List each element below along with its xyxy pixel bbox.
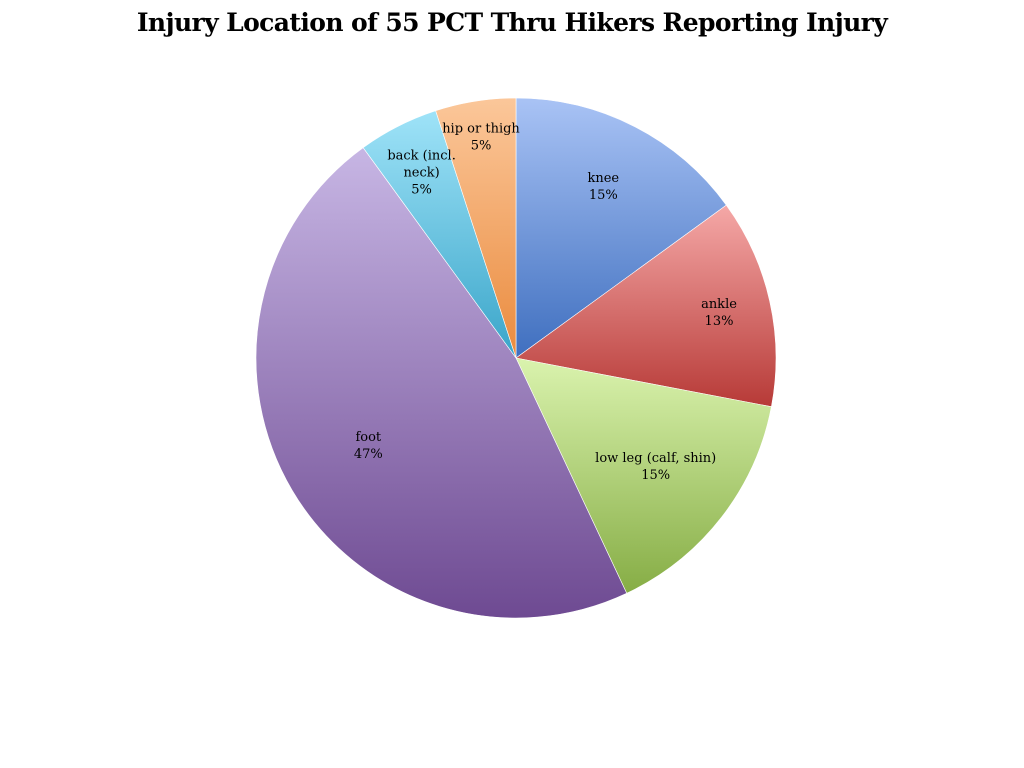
slice-label-ankle: ankle 13% [701,297,737,329]
slice-label-knee: knee 15% [587,171,619,203]
pie-slice-knee [515,97,727,359]
pie-slice-hip-or-thigh [435,97,517,359]
slice-value-label: 5% [411,183,432,198]
slice-label-hip-or-thigh: hip or thigh 5% [442,122,520,154]
slice-name-label: knee [587,171,619,186]
slice-value-label: 13% [705,314,734,329]
slice-label-low-leg-calf-shin: low leg (calf, shin) 15% [595,451,716,483]
slice-label-back-incl-neck: back (incl. neck) 5% [387,149,456,198]
slice-value-label: 15% [641,468,670,483]
pie-slice-ankle [515,204,777,408]
pie-slice-low-leg-calf-shin [515,357,772,594]
pie-slices [255,97,777,619]
chart-title: Injury Location of 55 PCT Thru Hikers Re… [136,8,888,37]
slice-name-label: foot [355,430,381,445]
slice-name-label: hip or thigh [442,122,520,137]
slice-value-label: 47% [354,447,383,462]
slice-value-label: 5% [471,139,492,154]
pie-slice-foot [255,147,628,619]
slice-value-label: 15% [589,188,618,203]
slice-name-label: back (incl. [387,149,456,164]
slice-name-label: neck) [403,166,439,181]
pie-labels: knee 15% ankle 13% low leg (calf, shin) 15% fo… [354,122,737,483]
slice-name-label: low leg (calf, shin) [595,451,716,466]
slice-name-label: ankle [701,297,737,312]
slice-label-foot: foot 47% [354,430,383,462]
